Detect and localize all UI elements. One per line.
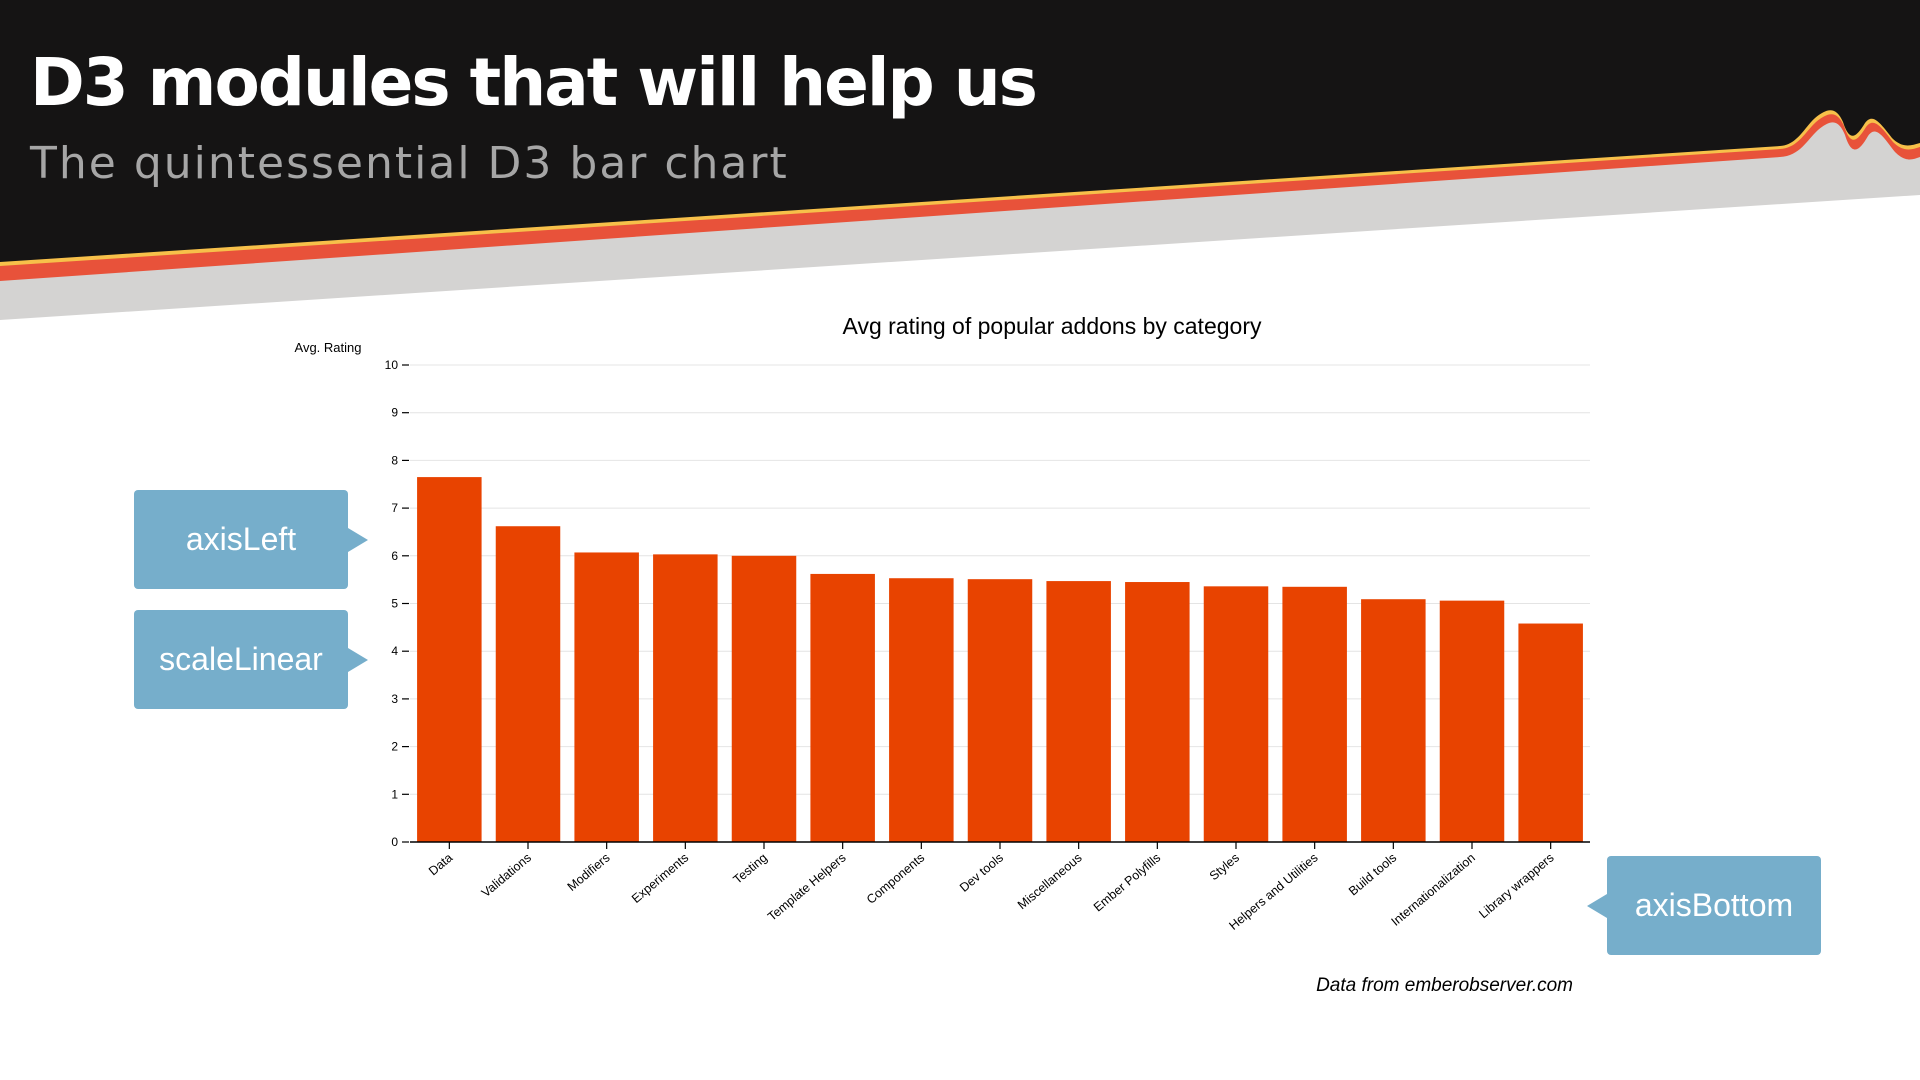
x-tick-label: Experiments: [629, 851, 691, 906]
x-tick-label: Helpers and Utilities: [1226, 851, 1320, 933]
x-tick-label: Validations: [479, 851, 534, 900]
y-axis: 0 1 2 3 4 5 6 7 8 9 10: [385, 358, 409, 849]
x-axis: Data Validations Modifiers Experiments Testi…: [410, 841, 1590, 933]
y-tick-label: 7: [391, 501, 398, 515]
callout-pointer: [348, 527, 368, 552]
chart-title: Avg rating of popular addons by category: [843, 313, 1262, 339]
bar: [731, 555, 797, 842]
x-tick-label: Data: [426, 851, 455, 879]
bars: [417, 477, 1583, 842]
x-tick-label: Template Helpers: [765, 851, 849, 924]
x-tick-label: Build tools: [1346, 851, 1399, 899]
axis-left-callout: axisLeft: [134, 490, 368, 589]
y-tick-label: 9: [391, 406, 398, 420]
y-tick-label: 0: [391, 835, 398, 849]
x-tick-label: Styles: [1207, 851, 1242, 884]
x-tick-label: Library wrappers: [1476, 851, 1556, 922]
bar: [1518, 623, 1583, 842]
y-tick-label: 4: [391, 644, 398, 658]
data-attribution: Data from emberobserver.com: [1316, 975, 1573, 996]
x-tick-label: Dev tools: [957, 851, 1006, 895]
y-tick-label: 6: [391, 549, 398, 563]
x-tick-label: Internationalization: [1389, 851, 1478, 929]
scale-linear-label: scaleLinear: [159, 641, 323, 677]
slide-title: D3 modules that will help us: [30, 44, 1038, 121]
bar: [1046, 581, 1111, 842]
bar: [967, 579, 1033, 842]
bar: [1203, 586, 1269, 842]
x-tick-label: Miscellaneous: [1015, 851, 1085, 913]
bar: [889, 578, 954, 842]
bar: [1439, 600, 1505, 842]
bar: [653, 554, 718, 842]
bar: [574, 552, 639, 842]
y-tick-label: 5: [391, 597, 398, 611]
y-tick-label: 1: [391, 787, 398, 801]
slide-subtitle: The quintessential D3 bar chart: [30, 138, 789, 189]
callout-pointer: [1587, 893, 1607, 918]
callout-pointer: [348, 647, 368, 672]
title-banner: [0, 0, 1920, 320]
axis-bottom-callout: axisBottom: [1587, 856, 1821, 955]
y-tick-label: 3: [391, 692, 398, 706]
y-axis-label: Avg. Rating: [295, 340, 362, 355]
bar: [1282, 586, 1347, 842]
y-tick-label: 8: [391, 453, 398, 467]
bar: [1125, 582, 1190, 842]
axis-bottom-label: axisBottom: [1634, 887, 1794, 923]
y-tick-label: 2: [391, 740, 398, 754]
x-tick-label: Modifiers: [565, 851, 613, 894]
y-tick-label: 10: [385, 358, 399, 372]
scale-linear-callout: scaleLinear: [134, 610, 368, 709]
axis-left-label: axisLeft: [185, 521, 297, 557]
bar: [417, 477, 482, 842]
bar: [495, 526, 561, 842]
x-tick-label: Components: [864, 851, 927, 907]
x-tick-label: Ember Polyfills: [1091, 851, 1163, 915]
banner-dark-area: [0, 0, 1920, 262]
bar: [810, 573, 875, 842]
bar: [1361, 599, 1426, 842]
x-tick-label: Testing: [731, 851, 770, 887]
